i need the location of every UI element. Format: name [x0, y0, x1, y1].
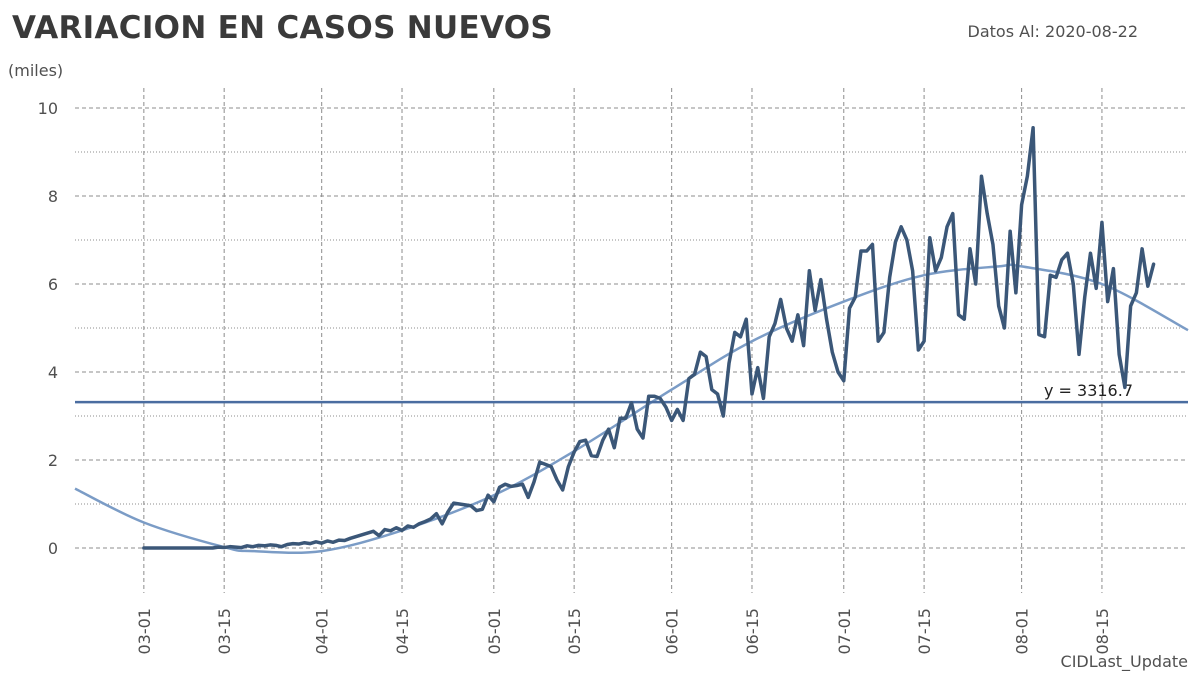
x-tick-label: 06-01	[663, 608, 682, 655]
y-axis-ticks: 0 2 4 6 8 10	[38, 99, 58, 558]
x-tick-label: 05-15	[565, 608, 584, 655]
y-tick-label: 10	[38, 99, 58, 118]
series-group	[142, 126, 1156, 550]
x-tick-label: 08-01	[1013, 608, 1032, 655]
x-tick-label: 05-01	[485, 608, 504, 655]
y-tick-label: 4	[48, 363, 58, 382]
series-line	[142, 126, 1156, 550]
chart-title: VARIACION EN CASOS NUEVOS	[12, 10, 554, 46]
y-tick-label: 0	[48, 539, 58, 558]
x-tick-label: 07-15	[915, 608, 934, 655]
x-tick-label: 08-15	[1093, 608, 1112, 655]
x-axis-ticks: 03-01 03-15 04-01 04-15 05-01 05-15 06-01 06-15…	[135, 608, 1112, 655]
x-tick-label: 07-01	[835, 608, 854, 655]
x-tick-label: 04-15	[393, 608, 412, 655]
x-tick-label: 03-15	[215, 608, 234, 655]
average-line-group: y = 3316.7	[75, 381, 1188, 404]
x-tick-label: 04-01	[313, 608, 332, 655]
grid-lines	[75, 88, 1188, 593]
y-tick-label: 6	[48, 275, 58, 294]
y-tick-label: 8	[48, 187, 58, 206]
x-tick-label: 03-01	[135, 608, 154, 655]
y-axis-units: (miles)	[8, 61, 64, 80]
y-tick-label: 2	[48, 451, 58, 470]
x-tick-label: 06-15	[743, 608, 762, 655]
average-line-label: y = 3316.7	[1044, 381, 1133, 400]
data-date-label: Datos Al: 2020-08-22	[967, 22, 1138, 41]
x-axis-title: CIDLast_Update	[1060, 652, 1188, 671]
